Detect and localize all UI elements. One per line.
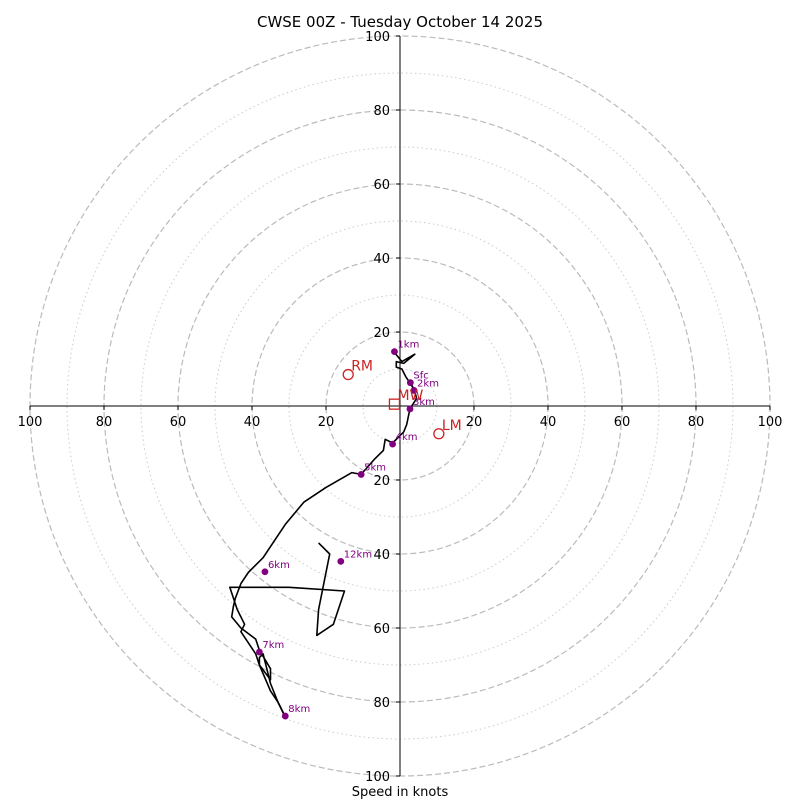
y-tick-label: 60 <box>373 622 390 637</box>
height-markers: Sfc 1km 2km 3km 4km 5km 6km 7km 8km 12km <box>256 340 439 720</box>
storm-motion-markers: RM LM MW <box>342 359 462 440</box>
height-marker-dot <box>256 648 263 656</box>
wind-trace <box>229 348 418 719</box>
y-tick-label: 80 <box>373 104 390 119</box>
x-tick-label: 60 <box>170 415 187 430</box>
height-marker-dot <box>406 405 414 413</box>
trace-line-upper <box>229 542 346 719</box>
height-marker-label: 6km <box>268 560 290 571</box>
height-marker-dot <box>391 348 398 356</box>
height-marker-1km: 1km <box>391 340 419 356</box>
x-tick-label: 20 <box>466 415 483 430</box>
x-tick-label: 60 <box>614 415 631 430</box>
x-tick-label: 40 <box>244 415 261 430</box>
y-tick-label: 20 <box>373 326 390 341</box>
height-marker-label: 1km <box>397 340 419 351</box>
tick-labels: 100 80 60 40 20 20 40 60 80 100 100 80 60 40 20 20 40 60 8… <box>18 30 783 785</box>
x-tick-label: 80 <box>96 415 113 430</box>
height-marker-7km: 7km <box>256 640 284 656</box>
y-tick-label: 60 <box>373 178 390 193</box>
height-marker-label: 3km <box>413 397 435 408</box>
height-marker-label: 5km <box>364 462 386 473</box>
trace-line-main <box>230 382 418 719</box>
height-marker-6km: 6km <box>261 560 290 576</box>
height-marker-dot <box>389 440 396 448</box>
height-marker-dot <box>337 558 345 565</box>
x-tick-label: 40 <box>540 415 557 430</box>
motion-marker-circle <box>342 368 354 381</box>
height-marker-label: 4km <box>396 432 418 443</box>
height-marker-dot <box>406 379 414 387</box>
y-tick-label: 80 <box>373 696 390 711</box>
motion-marker-square <box>388 398 401 410</box>
motion-marker-lm: LM <box>433 418 462 440</box>
x-tick-label: 80 <box>688 415 705 430</box>
motion-marker-label: MW <box>397 388 423 404</box>
height-marker-dot <box>357 471 365 478</box>
x-tick-label: 100 <box>18 415 43 430</box>
motion-marker-circle <box>433 428 445 440</box>
y-tick-label: 40 <box>373 252 390 267</box>
motion-marker-label: LM <box>442 418 462 434</box>
height-marker-dot <box>281 712 289 720</box>
height-marker-dot <box>261 568 269 576</box>
height-marker-label: 12km <box>344 549 372 560</box>
height-marker-5km: 5km <box>357 462 386 478</box>
height-marker-label: Sfc <box>413 371 428 382</box>
height-marker-dot <box>410 387 418 394</box>
height-marker-Sfc: Sfc <box>406 371 429 387</box>
y-tick-label: 100 <box>365 30 390 45</box>
height-marker-label: 2km <box>417 378 439 389</box>
y-tick-label: 40 <box>373 548 390 563</box>
trace-line-low <box>393 348 416 389</box>
height-marker-3km: 3km <box>406 397 435 413</box>
motion-marker-rm: RM <box>342 359 373 381</box>
x-tick-label: 20 <box>318 415 335 430</box>
height-marker-4km: 4km <box>389 432 418 448</box>
height-marker-label: 7km <box>262 640 284 651</box>
x-tick-label: 100 <box>758 415 783 430</box>
y-tick-label: 20 <box>373 474 390 489</box>
motion-marker-label: RM <box>351 359 373 375</box>
height-marker-2km: 2km <box>410 378 439 394</box>
height-marker-label: 8km <box>288 704 310 715</box>
y-tick-label: 100 <box>365 770 390 785</box>
height-marker-12km: 12km <box>337 549 372 565</box>
chart-title: CWSE 00Z - Tuesday October 14 2025 <box>257 13 543 31</box>
height-marker-8km: 8km <box>281 704 310 720</box>
x-axis-label: Speed in knots <box>352 785 449 800</box>
motion-marker-mw: MW <box>388 388 424 410</box>
